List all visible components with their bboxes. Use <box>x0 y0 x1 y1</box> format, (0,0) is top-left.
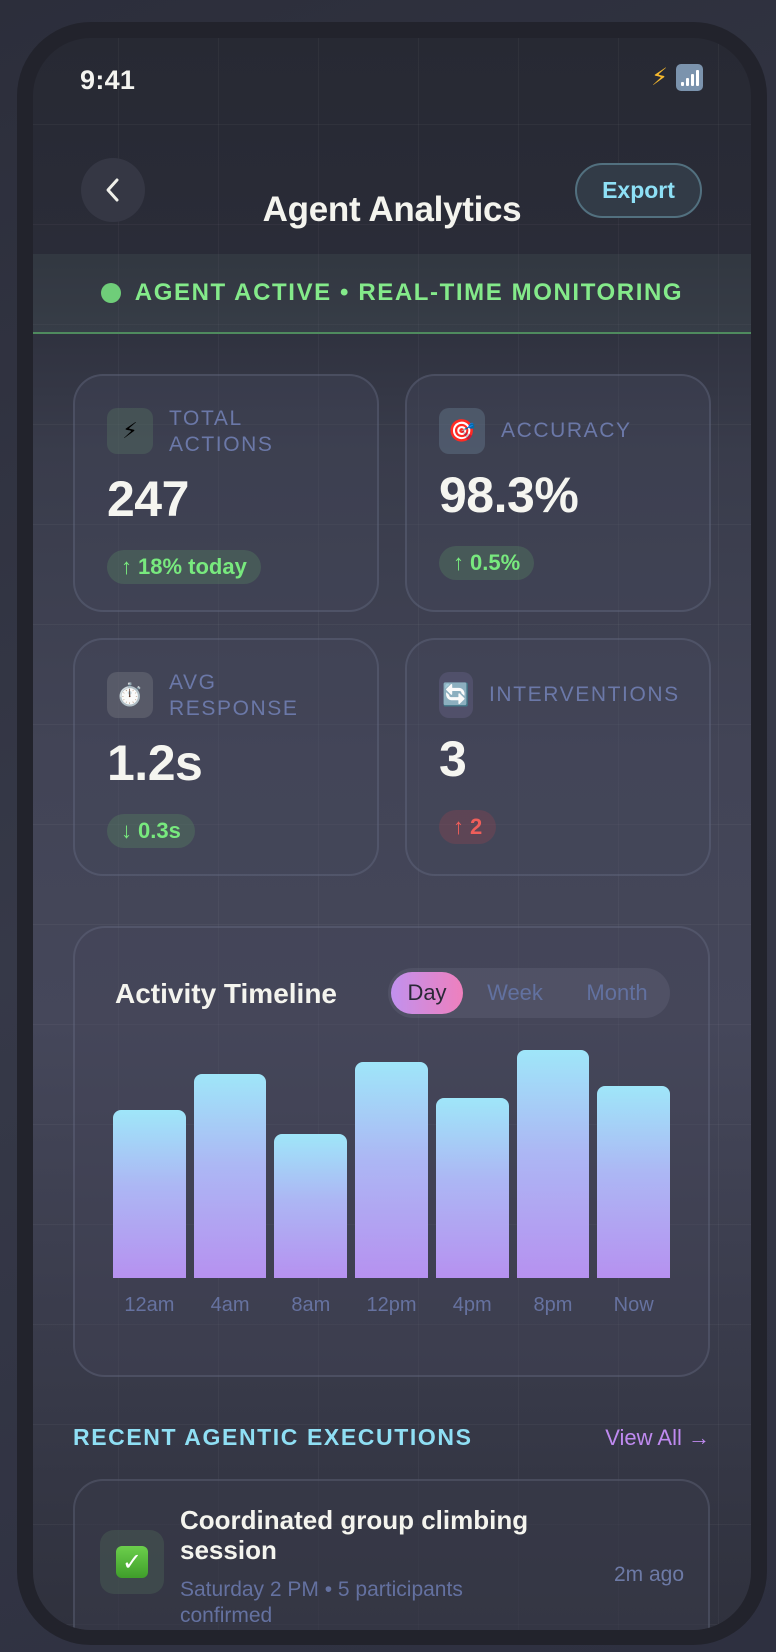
bolt-icon: ⚡ <box>107 408 153 454</box>
chart-x-label: Now <box>613 1294 654 1316</box>
metric-card-accuracy[interactable]: 🎯 ACCURACY 98.3% ↑ 0.5% <box>405 374 711 612</box>
tab-day[interactable]: Day <box>391 972 463 1014</box>
chart-bar <box>193 1074 267 1278</box>
signal-icon <box>676 64 703 91</box>
metric-card-avg-response[interactable]: ⏱️ AVG RESPONSE 1.2s ↓ 0.3s <box>73 638 379 876</box>
metric-value: 3 <box>439 731 467 787</box>
chart-bar <box>274 1134 348 1278</box>
page-title: Agent Analytics <box>262 190 522 229</box>
metric-delta: ↓ 0.3s <box>107 814 195 848</box>
agent-status-banner: AGENT ACTIVE • REAL-TIME MONITORING <box>33 254 751 334</box>
chart-x-label: 4pm <box>452 1294 492 1316</box>
target-icon: 🎯 <box>439 408 485 454</box>
metric-value: 98.3% <box>439 467 579 523</box>
arrow-down-icon: ↓ <box>121 818 132 843</box>
status-bar: 9:41 ⚡ <box>33 38 751 124</box>
activity-timeline-card: Activity Timeline Day Week Month 12am 4am… <box>73 926 710 1377</box>
refresh-icon: 🔄 <box>439 672 473 718</box>
activity-title: Activity Timeline <box>115 978 338 1009</box>
app-screen: 9:41 ⚡ Agent Analytics Export AGENT ACTI… <box>33 38 751 1630</box>
view-all-link[interactable]: View All → <box>605 1424 710 1450</box>
chart-x-label: 4am <box>210 1294 250 1316</box>
chart-bar <box>355 1062 428 1278</box>
metric-delta: ↑ 18% today <box>107 550 261 584</box>
metric-label: AVG RESPONSE <box>169 671 299 720</box>
execution-list-item[interactable]: ✓ Coordinated group climbing session Sat… <box>73 1479 710 1630</box>
tab-week[interactable]: Week <box>487 980 543 1005</box>
stopwatch-icon: ⏱️ <box>107 672 153 718</box>
arrow-up-icon: ↑ <box>453 814 464 839</box>
metric-card-total-actions[interactable]: ⚡ TOTAL ACTIONS 247 ↑ 18% today <box>73 374 379 612</box>
tab-month[interactable]: Month <box>586 980 648 1005</box>
check-mark-icon: ✓ <box>116 1546 148 1578</box>
chart-x-label: 12pm <box>366 1294 417 1316</box>
chart-bar <box>113 1110 186 1278</box>
chart-x-label: 12am <box>124 1294 175 1316</box>
metric-card-interventions[interactable]: 🔄 INTERVENTIONS 3 ↑ 2 <box>405 638 711 876</box>
metric-label: ACCURACY <box>501 419 632 442</box>
status-time: 9:41 <box>80 65 136 95</box>
execution-title: Coordinated group climbing session <box>180 1505 529 1565</box>
execution-subtitle: Saturday 2 PM • 5 participants confirmed <box>180 1578 463 1627</box>
chevron-left-icon <box>106 178 119 202</box>
metric-value: 1.2s <box>107 735 203 791</box>
metric-delta: ↑ 0.5% <box>439 546 535 580</box>
metric-value: 247 <box>107 471 189 527</box>
bar-chart-x-labels: 12am 4am 8am 12pm 4pm 8pm Now <box>113 1294 670 1317</box>
section-title: RECENT AGENTIC EXECUTIONS <box>73 1424 473 1450</box>
chart-bar <box>516 1050 590 1278</box>
arrow-up-icon: ↑ <box>121 554 132 579</box>
chart-x-label: 8am <box>291 1294 331 1316</box>
chart-x-label: 8pm <box>533 1294 573 1316</box>
phone-frame: 9:41 ⚡ Agent Analytics Export AGENT ACTI… <box>17 22 767 1645</box>
export-button[interactable]: Export <box>575 163 702 218</box>
time-range-selector: Day Week Month <box>388 968 670 1018</box>
execution-status-icon: ✓ <box>100 1530 164 1594</box>
back-button[interactable] <box>81 158 145 222</box>
status-dot-icon <box>100 283 121 303</box>
metric-label: TOTAL ACTIONS <box>169 407 274 456</box>
banner-text: AGENT ACTIVE • REAL-TIME MONITORING <box>134 279 684 306</box>
metric-delta: ↑ 2 <box>439 810 497 844</box>
bar-chart <box>113 1038 671 1278</box>
recent-executions-header: RECENT AGENTIC EXECUTIONS View All → <box>73 1424 710 1451</box>
chart-bar <box>597 1086 671 1278</box>
arrow-up-icon: ↑ <box>453 550 464 575</box>
bolt-icon: ⚡ <box>651 63 668 91</box>
execution-time: 2m ago <box>613 1563 684 1586</box>
status-icons: ⚡ <box>651 64 703 91</box>
metric-label: INTERVENTIONS <box>489 683 680 706</box>
chart-bar <box>435 1098 509 1278</box>
